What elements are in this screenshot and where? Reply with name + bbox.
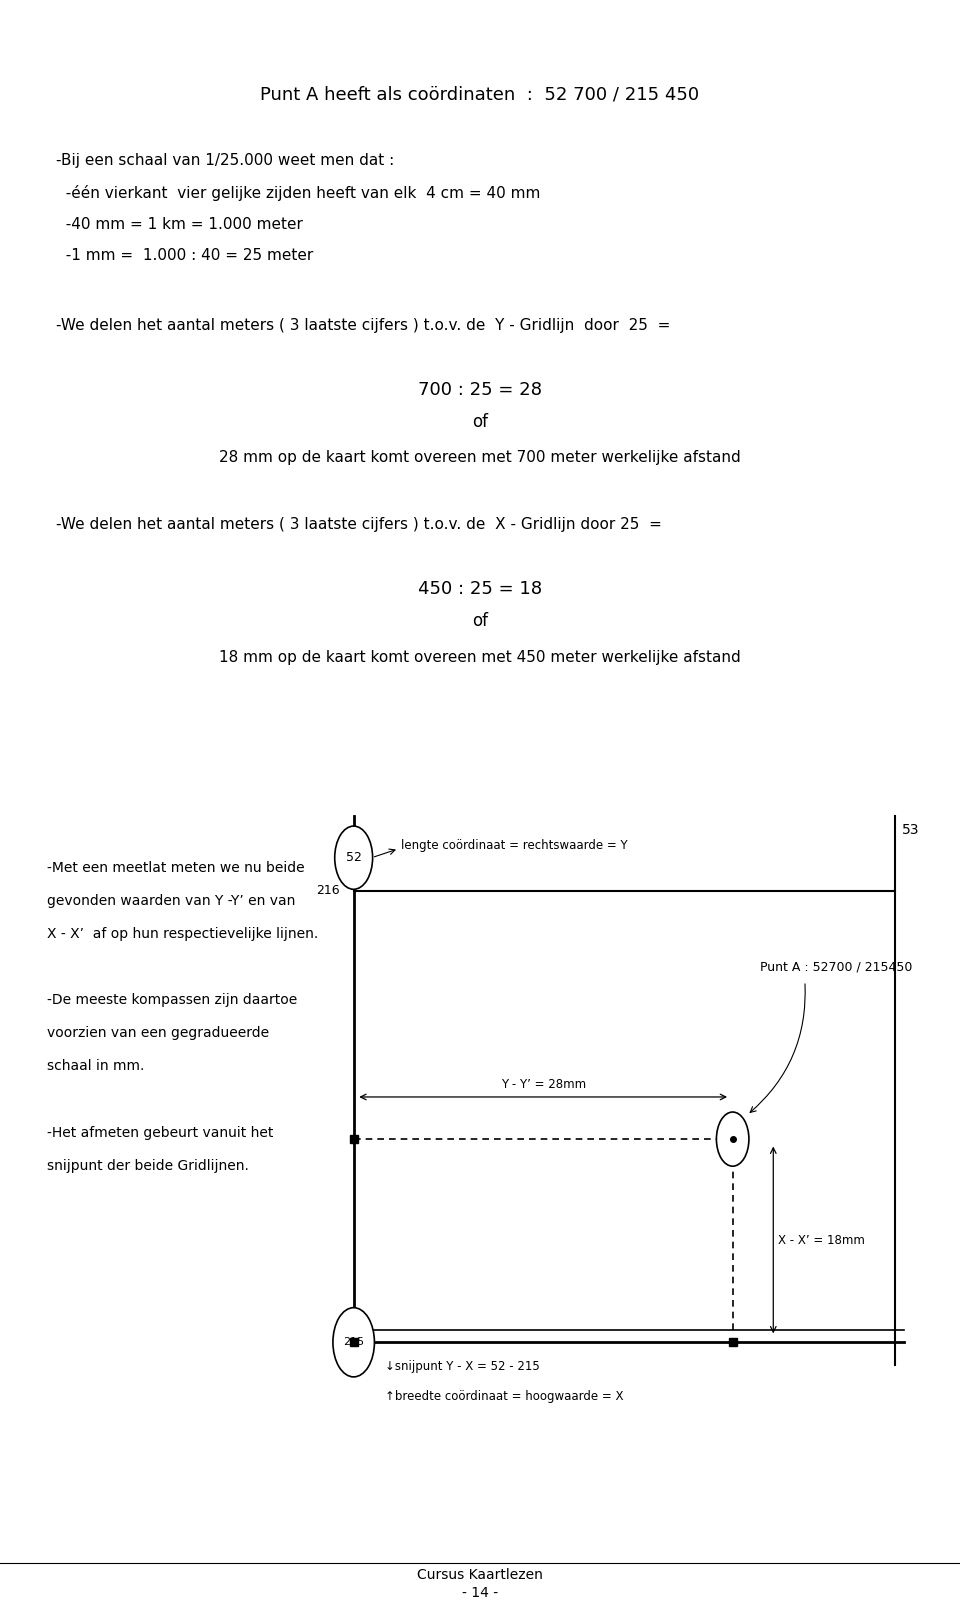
- Text: -We delen het aantal meters ( 3 laatste cijfers ) t.o.v. de  X - Gridlijn door 2: -We delen het aantal meters ( 3 laatste …: [56, 517, 661, 532]
- Text: -Bij een schaal van 1/25.000 weet men dat :: -Bij een schaal van 1/25.000 weet men da…: [56, 154, 395, 168]
- Text: Cursus Kaartlezen: Cursus Kaartlezen: [417, 1567, 543, 1582]
- Text: -Het afmeten gebeurt vanuit het: -Het afmeten gebeurt vanuit het: [47, 1126, 274, 1140]
- Text: of: of: [472, 413, 488, 431]
- Text: -Met een meetlat meten we nu beide: -Met een meetlat meten we nu beide: [47, 861, 304, 874]
- Text: -één vierkant  vier gelijke zijden heeft van elk  4 cm = 40 mm: -één vierkant vier gelijke zijden heeft …: [56, 186, 540, 202]
- Text: 215: 215: [343, 1337, 364, 1348]
- Text: VZW Airsoft Oostende: VZW Airsoft Oostende: [10, 14, 183, 27]
- Text: -We delen het aantal meters ( 3 laatste cijfers ) t.o.v. de  Y - Gridlijn  door : -We delen het aantal meters ( 3 laatste …: [56, 317, 670, 333]
- Text: schaal in mm.: schaal in mm.: [47, 1060, 144, 1073]
- Text: -1 mm =  1.000 : 40 = 25 meter: -1 mm = 1.000 : 40 = 25 meter: [56, 248, 313, 263]
- Text: of: of: [472, 612, 488, 629]
- Circle shape: [716, 1113, 749, 1166]
- Text: Y - Y’ = 28mm: Y - Y’ = 28mm: [500, 1077, 586, 1090]
- Text: 53: 53: [902, 823, 920, 837]
- Text: ↑breedte coördinaat = hoogwaarde = X: ↑breedte coördinaat = hoogwaarde = X: [385, 1390, 624, 1404]
- Text: gevonden waarden van Y -Y’ en van: gevonden waarden van Y -Y’ en van: [47, 893, 296, 908]
- Circle shape: [333, 1308, 374, 1377]
- Text: voorzien van een gegradueerde: voorzien van een gegradueerde: [47, 1026, 269, 1041]
- Text: Punt A heeft als coördinaten  :  52 700 / 215 450: Punt A heeft als coördinaten : 52 700 / …: [260, 85, 700, 104]
- Text: Punt A : 52700 / 215450: Punt A : 52700 / 215450: [759, 961, 912, 973]
- Text: 18 mm op de kaart komt overeen met 450 meter werkelijke afstand: 18 mm op de kaart komt overeen met 450 m…: [219, 650, 741, 664]
- Text: 450 : 25 = 18: 450 : 25 = 18: [418, 580, 542, 599]
- Text: ↓snijpunt Y - X = 52 - 215: ↓snijpunt Y - X = 52 - 215: [385, 1361, 540, 1374]
- Text: lengte coördinaat = rechtswaarde = Y: lengte coördinaat = rechtswaarde = Y: [401, 839, 628, 852]
- Text: 28 mm op de kaart komt overeen met 700 meter werkelijke afstand: 28 mm op de kaart komt overeen met 700 m…: [219, 450, 741, 466]
- Text: -De meeste kompassen zijn daartoe: -De meeste kompassen zijn daartoe: [47, 993, 297, 1007]
- Text: -40 mm = 1 km = 1.000 meter: -40 mm = 1 km = 1.000 meter: [56, 216, 302, 232]
- Text: - 14 -: - 14 -: [462, 1587, 498, 1599]
- Text: snijpunt der beide Gridlijnen.: snijpunt der beide Gridlijnen.: [47, 1159, 249, 1172]
- Circle shape: [335, 826, 372, 889]
- Text: 216: 216: [317, 884, 340, 897]
- Text: X - X’ = 18mm: X - X’ = 18mm: [778, 1234, 865, 1247]
- Text: X - X’  af op hun respectievelijke lijnen.: X - X’ af op hun respectievelijke lijnen…: [47, 927, 318, 941]
- Text: 52: 52: [346, 852, 362, 865]
- Text: 700 : 25 = 28: 700 : 25 = 28: [418, 381, 542, 399]
